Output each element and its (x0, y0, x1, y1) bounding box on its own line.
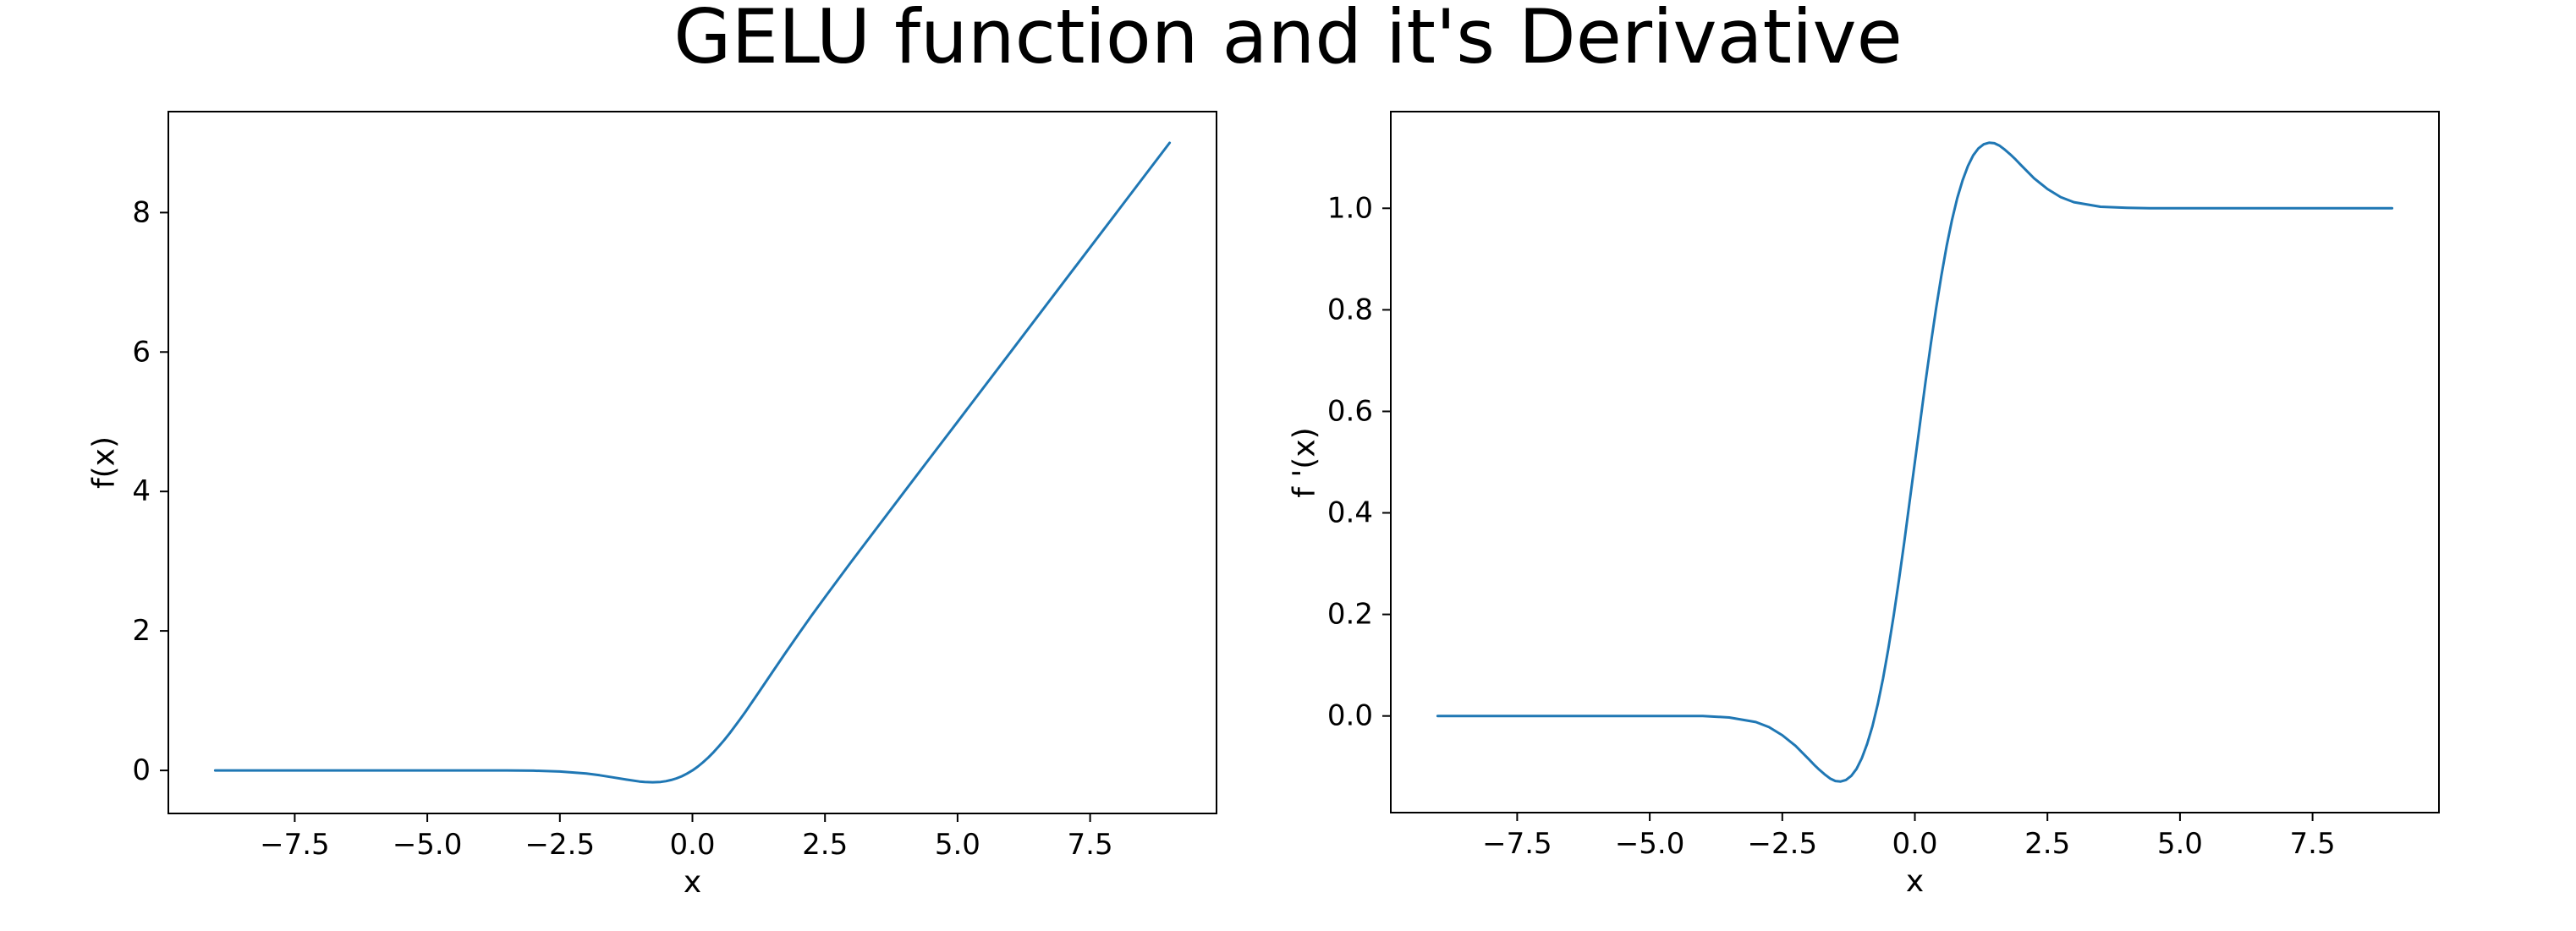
gelu-x-axis-label: x (683, 865, 702, 900)
gelu-derivative-axes-canvas: −7.5 −5.0 −2.5 0.0 2.5 5.0 7.5 0.0 0.2 0.4 0.6 0.8 1… (1327, 111, 2440, 861)
x-tick-label: −5.0 (393, 828, 463, 862)
y-tick-label: 0.8 (1327, 293, 1373, 326)
x-tick-label: −2.5 (525, 828, 596, 862)
y-tick-label: 8 (132, 195, 151, 229)
x-tick-label: −7.5 (260, 828, 330, 862)
y-tick-label: 0.2 (1327, 598, 1373, 632)
x-tick-label: 0.0 (1892, 827, 1937, 861)
y-tick-label: 0 (132, 753, 151, 787)
y-tick-label: 4 (132, 474, 151, 508)
x-tick-label: 0.0 (669, 828, 715, 862)
curve-gelu-axes (213, 141, 1172, 784)
y-tick-label: 0.4 (1327, 496, 1373, 530)
x-tick-label: 7.5 (1068, 828, 1113, 862)
x-tick-label: 5.0 (935, 828, 980, 862)
x-tick-label: 2.5 (2024, 827, 2070, 861)
x-tick-label: 2.5 (802, 828, 848, 862)
x-tick-label: −2.5 (1748, 827, 1818, 861)
gelu-axes-canvas: −7.5 −5.0 −2.5 0.0 2.5 5.0 7.5 0 2 4 6 8 (132, 111, 1217, 862)
x-tick-label: −5.0 (1615, 827, 1685, 861)
x-tick-label: 7.5 (2290, 827, 2336, 861)
y-tick-label: 2 (132, 614, 151, 648)
x-tick-label: 5.0 (2157, 827, 2203, 861)
gelu-axes: f(x) x −7.5 −5.0 −2.5 0.0 2.5 5.0 7.5 0 2 4 6 8 (87, 111, 1217, 900)
gelu-derivative-axes: f '(x) x −7.5 −5.0 −2.5 0.0 2.5 5.0 7.5 0.0 0.2 0… (1288, 111, 2440, 899)
y-tick-label: 0.6 (1327, 395, 1373, 429)
figure-title: GELU function and it's Derivative (673, 0, 1903, 80)
derivative-x-axis-label: x (1905, 864, 1925, 899)
axes-spines (168, 111, 1217, 814)
y-tick-label: 6 (132, 335, 151, 369)
x-tick-label: −7.5 (1482, 827, 1552, 861)
derivative-y-axis-label: f '(x) (1287, 426, 1322, 498)
axes-spines (1390, 111, 2440, 813)
gelu-y-axis-label: f(x) (86, 435, 122, 490)
y-tick-label: 1.0 (1327, 191, 1373, 225)
curve-gelu-derivative-axes (1436, 141, 2394, 783)
y-tick-label: 0.0 (1327, 699, 1373, 733)
